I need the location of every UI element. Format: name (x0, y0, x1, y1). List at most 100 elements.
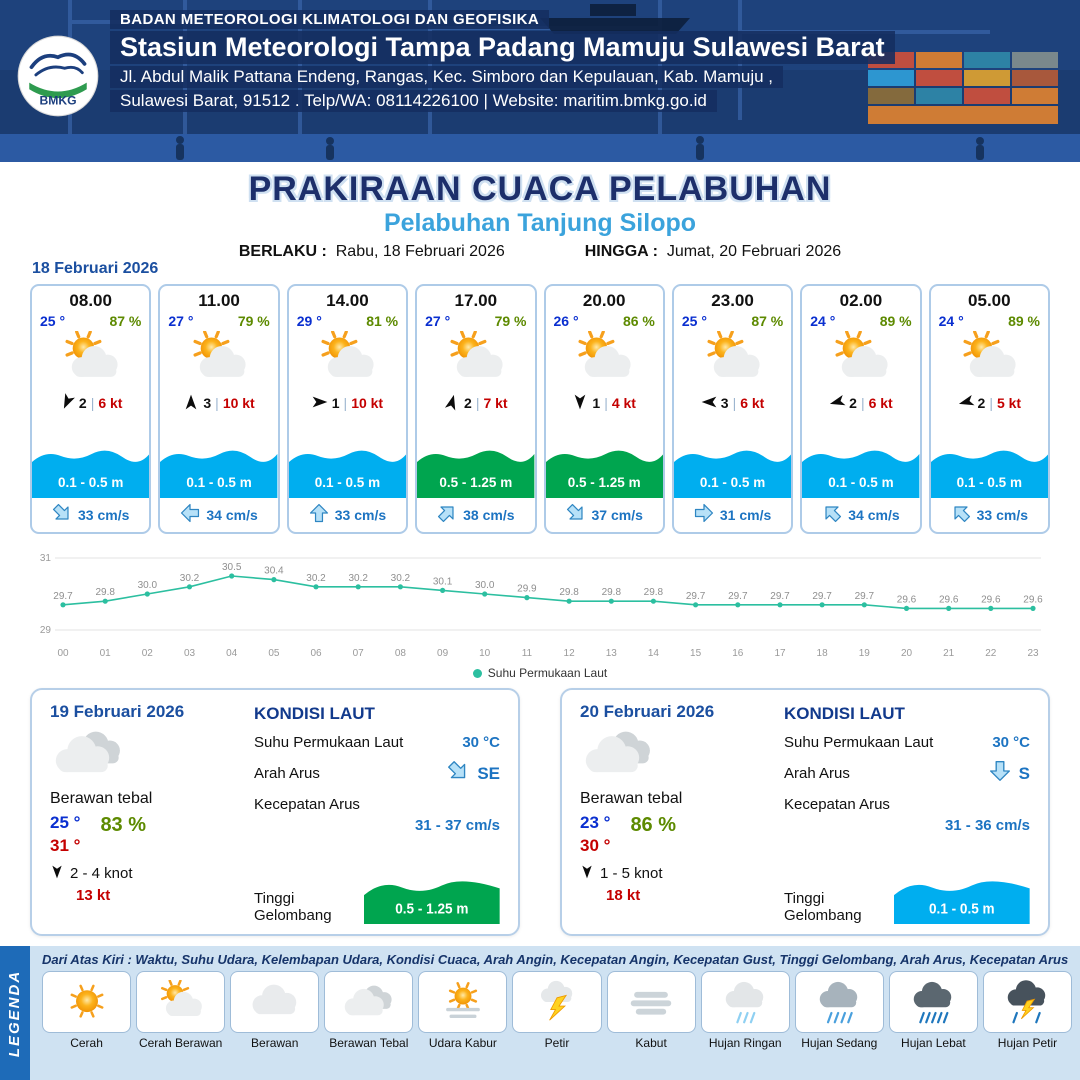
humidity: 87 % (751, 313, 784, 329)
current-direction-label: Arah Arus (254, 765, 320, 782)
svg-text:29.6: 29.6 (981, 594, 1001, 605)
legend-item: Udara Kabur (418, 971, 508, 1050)
svg-text:03: 03 (184, 648, 196, 659)
wind-speed-value: 4 kt (611, 395, 636, 411)
legend-item: Petir (512, 971, 602, 1050)
air-temperature: 27 ° (168, 313, 194, 329)
legend-item-label: Petir (544, 1036, 570, 1050)
bmkg-logo: BMKG (16, 34, 100, 118)
wind-gust-value: 3 (203, 395, 212, 411)
sst-value: 30 °C (992, 734, 1030, 751)
wave-height-band: 0.5 - 1.25 m (417, 442, 535, 498)
address-line-2: Sulawesi Barat, 91512 . Telp/WA: 0811422… (110, 90, 717, 112)
udara-kabur-icon (418, 971, 508, 1033)
daily-forecast-card: 20 Februari 2026 Berawan tebal 23 ° 30 ° 86 … (560, 688, 1050, 936)
current-speed-value: 31 cm/s (719, 507, 772, 523)
wind-gust-value: 1 (331, 395, 340, 411)
separator: | (475, 395, 480, 411)
sea-conditions-title: KONDISI LAUT (784, 704, 905, 723)
daily-temps: 23 ° 30 ° 86 % (580, 812, 768, 858)
svg-text:29.7: 29.7 (686, 591, 706, 602)
svg-text:30.4: 30.4 (264, 566, 284, 577)
svg-text:17: 17 (774, 648, 786, 659)
daily-temp-min: 23 ° (580, 813, 611, 832)
berawan-tebal-icon (324, 971, 414, 1033)
wind-info: 3 | 6 kt (674, 389, 791, 417)
svg-text:02: 02 (142, 648, 154, 659)
current-direction-icon (694, 503, 714, 528)
legend-item-label: Hujan Petir (997, 1036, 1058, 1050)
legend-item-label: Hujan Lebat (901, 1036, 966, 1050)
wind-speed-value: 6 kt (740, 395, 765, 411)
port-name: Pelabuhan Tanjung Silopo (383, 209, 697, 237)
current-info: 38 cm/s (417, 498, 534, 532)
daily-wind-gust: 18 kt (606, 886, 641, 904)
humidity: 89 % (1008, 313, 1040, 329)
svg-text:30.0: 30.0 (138, 580, 158, 591)
current-speed-value: 33 cm/s (976, 507, 1028, 523)
wind-speed-value: 5 kt (996, 395, 1022, 411)
wave-height-value: 0.1 - 0.5 m (956, 475, 1022, 490)
cerah-icon (42, 971, 132, 1033)
cerah-berawan-icon (931, 329, 1048, 389)
page-title: PRAKIRAAN CUACA PELABUHAN (248, 170, 832, 208)
daily-forecast-card: 19 Februari 2026 Berawan tebal 25 ° 31 ° 83 … (30, 688, 520, 936)
wind-direction-icon (312, 394, 328, 413)
kabut-icon (606, 971, 696, 1033)
current-info: 33 cm/s (289, 498, 406, 532)
svg-text:11: 11 (522, 648, 533, 659)
wave-height-value: 0.1 - 0.5 m (699, 475, 766, 490)
title-block: PRAKIRAAN CUACA PELABUHAN Pelabuhan Tanj… (0, 162, 1080, 260)
air-temperature: 25 ° (40, 313, 66, 329)
wind-direction-icon (572, 394, 588, 413)
svg-text:16: 16 (732, 648, 744, 659)
legend-footer: LEGENDA Dari Atas Kiri : Waktu, Suhu Uda… (0, 946, 1080, 1080)
daily-wind-gust: 13 kt (76, 886, 111, 904)
forecast-time: 20.00 (582, 291, 626, 310)
berawan-icon (230, 971, 320, 1033)
daily-wind: 2 - 4 knot (50, 865, 238, 883)
forecast-time: 02.00 (839, 291, 883, 310)
svg-text:0.1 - 0.5 m: 0.1 - 0.5 m (929, 900, 995, 916)
current-direction-icon (180, 503, 200, 528)
current-speed-value: 34 cm/s (206, 507, 258, 523)
wind-direction-icon (580, 865, 594, 883)
svg-text:07: 07 (353, 648, 365, 659)
forecast-time: 17.00 (454, 291, 498, 310)
temp-humidity-row: 27 ° 79 % (417, 311, 534, 329)
wind-direction-icon (50, 865, 64, 883)
forecast-card: 14.00 29 ° 81 % 1 | 10 kt 0.1 - 0.5 m 33 cm/s (286, 284, 409, 534)
wind-info: 2 | 5 kt (931, 389, 1048, 417)
air-temperature: 24 ° (810, 313, 836, 329)
forecast-card: 11.00 27 ° 79 % 3 | 10 kt 0.1 - 0.5 m 34 cm/s (158, 284, 280, 534)
hujan-petir-icon (982, 971, 1073, 1033)
current-direction-icon (52, 503, 72, 528)
forecast-time: 11.00 (198, 291, 240, 310)
daily-wind: 1 - 5 knot (580, 865, 768, 883)
hujan-ringan-icon (700, 971, 790, 1033)
svg-text:30.0: 30.0 (475, 580, 495, 591)
valid-until: HINGGA : Jumat, 20 Februari 2026 (584, 243, 842, 260)
svg-text:14: 14 (648, 648, 660, 659)
legend-item-label: Berawan Tebal (329, 1036, 409, 1050)
hujan-sedang-icon (794, 971, 884, 1033)
wind-gust-value: 1 (592, 395, 601, 411)
cerah-berawan-icon (546, 329, 663, 389)
svg-text:0.5 - 1.25 m: 0.5 - 1.25 m (396, 900, 469, 916)
daily-date: 20 Februari 2026 (580, 702, 715, 721)
wind-direction-icon (183, 394, 199, 413)
legend-item-label: Berawan (251, 1036, 299, 1050)
current-speed-label: Kecepatan Arus (784, 796, 890, 813)
current-speed-value: 33 cm/s (334, 507, 387, 523)
svg-text:30.2: 30.2 (348, 573, 368, 584)
humidity: 81 % (366, 313, 399, 329)
svg-text:21: 21 (943, 648, 955, 659)
wind-info: 2 | 7 kt (417, 389, 534, 417)
svg-text:29.7: 29.7 (812, 591, 832, 602)
daily-condition: Berawan tebal (50, 790, 153, 807)
temp-humidity-row: 29 ° 81 % (289, 311, 406, 329)
svg-text:06: 06 (310, 648, 322, 659)
svg-text:29.8: 29.8 (95, 587, 115, 598)
humidity: 86 % (622, 313, 655, 329)
wind-speed-value: 7 kt (483, 395, 508, 411)
